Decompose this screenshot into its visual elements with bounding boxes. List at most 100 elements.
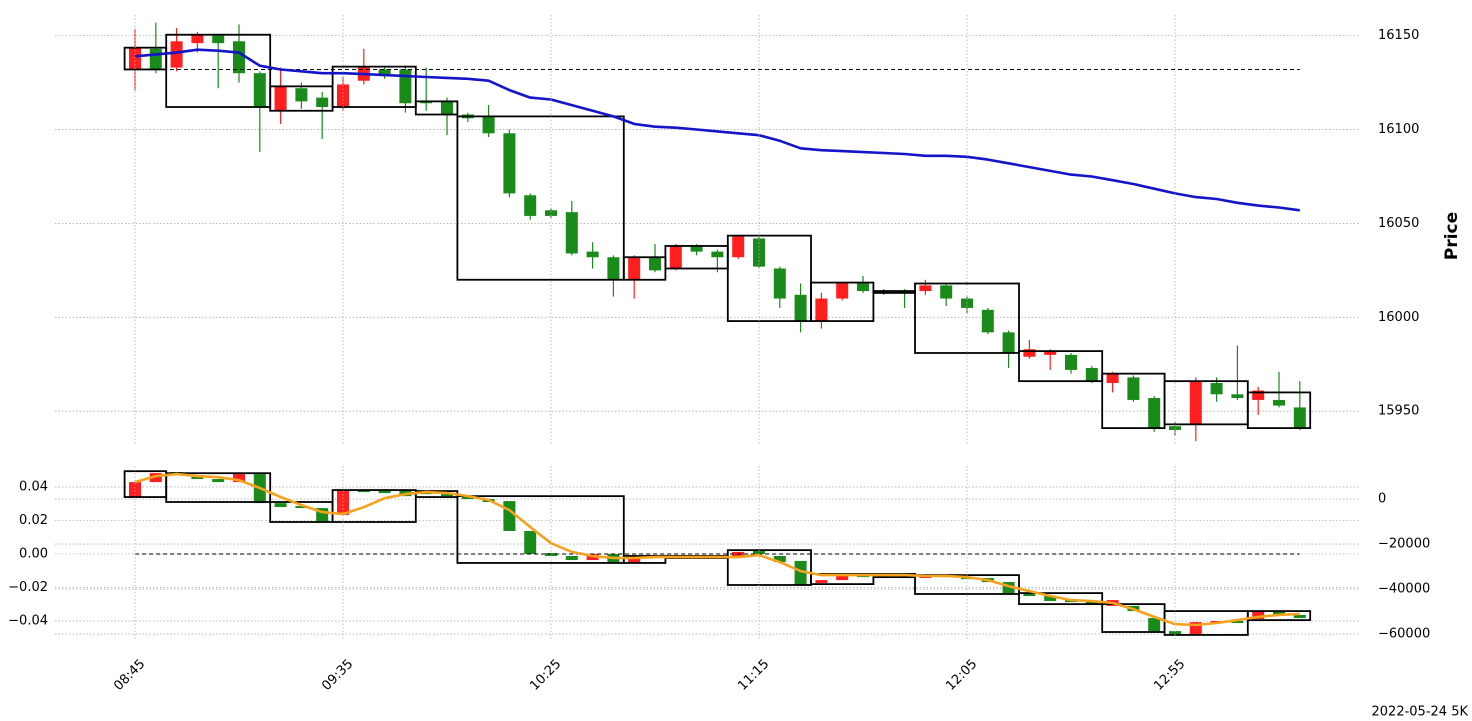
range-box [456,495,625,564]
line [134,472,1300,627]
candle-body [877,291,890,293]
candle-body [753,551,765,554]
y-tick-label: 16100 [1378,122,1419,137]
candle-body [1189,381,1202,425]
candle-body [1127,377,1140,400]
candle-body [1044,351,1057,355]
candle-body [295,506,308,509]
candle-body [129,482,141,498]
y-tick-label: 0.04 [19,479,48,494]
candle-body [690,245,703,252]
candle-body [1252,611,1265,619]
y-tick-label: 16000 [1378,310,1419,325]
footer: 2022-05-24 5K [1372,705,1469,720]
candle-body [1002,332,1015,353]
candle-body [836,283,849,299]
y-tick-label: 0.00 [19,547,48,562]
candle-body [1210,383,1223,395]
candle-body [149,48,162,70]
candle-body [420,101,433,104]
range-box [622,555,667,564]
candle-body [565,212,578,254]
candle-body [836,575,849,581]
range-box [165,472,272,503]
x-tick-label: 08:45 [111,657,148,694]
candle-body [441,101,453,115]
y-tick-label: 16050 [1378,216,1419,231]
range-box [810,281,875,322]
candle-body [898,291,911,293]
candle-body [711,251,724,258]
candle-body [1273,611,1285,615]
candle-body [274,503,287,508]
candle-body [274,86,287,111]
candle-body [1044,596,1057,601]
candle-body [794,294,807,322]
candle-body [1293,407,1306,429]
candle-body [649,257,661,271]
range-box [1246,610,1312,621]
range-box [165,33,272,108]
range-box [414,100,459,116]
y2-tick-label: −20000 [1378,537,1430,552]
candle-body [337,490,349,516]
y-tick-label: 0.02 [19,513,48,528]
candle-body [1106,373,1119,384]
x-tick-label: 12:05 [943,657,980,694]
candle-body [773,268,786,299]
range-box [1018,350,1104,383]
candle-body [357,490,370,493]
range-box [1246,391,1312,430]
candle-body [1065,354,1077,370]
y-tick-label: 15950 [1378,404,1419,419]
candle-body [212,479,225,483]
x-tick-label: 12:55 [1151,657,1188,694]
candle-body [399,69,412,104]
candle-body [1169,631,1181,635]
candle-body [316,97,329,108]
candle-body [378,69,391,76]
candle-body [378,490,391,494]
candle-body [1148,618,1161,633]
range-box [1163,610,1249,636]
candle-body [1231,394,1244,399]
candle-body [919,285,932,292]
y2-tick-label: 0 [1378,492,1386,507]
candle-body [857,283,869,292]
candle-body [1023,593,1036,597]
candle-body [212,35,225,44]
candle-body [233,41,245,74]
candle-body [607,257,620,280]
candle-body [503,501,516,532]
range-box [726,234,812,322]
range-box [914,282,1020,354]
y-tick-label: 16150 [1378,28,1419,43]
candle-body [295,88,308,102]
candle-body [981,309,994,333]
candle-body [149,473,162,483]
candle-body [1023,349,1036,357]
candle-body [732,236,745,258]
candle-body [669,245,682,269]
y-tick-label: −0.02 [8,580,48,595]
candle-body [461,496,474,500]
y2-tick-label: −60000 [1378,627,1430,642]
y2-tick-label: −40000 [1378,582,1430,597]
candle-body [503,133,516,194]
candle-body [794,560,807,585]
candle-body [565,555,578,561]
candle-body [524,195,537,216]
range-box [1163,380,1249,426]
candle-body [191,34,204,44]
candle-body [170,41,183,68]
range-box [456,115,625,281]
candle-body [253,73,266,108]
candle-body [441,494,453,497]
candle-body [940,285,953,299]
candle-body [233,474,245,483]
candle-body [1293,614,1306,619]
candle-body [1189,622,1202,635]
candle-body [1002,582,1015,594]
candle-body [482,116,495,134]
